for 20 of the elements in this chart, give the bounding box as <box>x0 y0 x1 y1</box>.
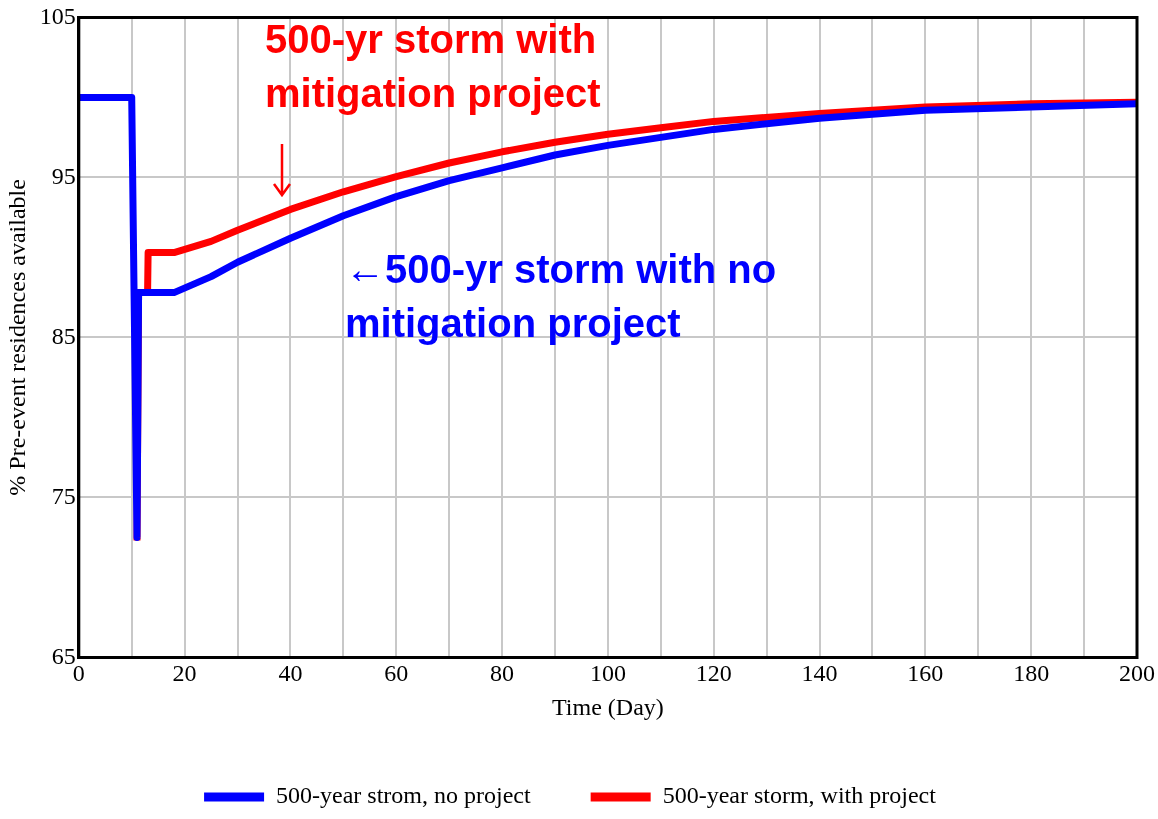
x-axis-title: Time (Day) <box>552 693 664 720</box>
y-tick-label: 85 <box>51 322 76 349</box>
x-tick-label: 80 <box>490 660 515 687</box>
y-tick-label: 75 <box>51 482 76 509</box>
legend-label: 500-year strom, no project <box>276 782 531 809</box>
y-tick-label: 105 <box>39 2 76 29</box>
x-tick-label: 100 <box>589 660 626 687</box>
y-axis-title: % Pre-event residences available <box>3 179 30 496</box>
x-tick-label: 40 <box>278 660 303 687</box>
annotation: ←500-yr storm with no mitigation project <box>345 246 778 347</box>
x-tick-label: 200 <box>1119 660 1155 687</box>
y-tick-label: 95 <box>51 162 76 189</box>
x-tick-label: 120 <box>695 660 732 687</box>
x-tick-label: 140 <box>801 660 838 687</box>
x-tick-label: 60 <box>384 660 409 687</box>
x-tick-label: 20 <box>172 660 197 687</box>
x-tick-label: 180 <box>1013 660 1050 687</box>
x-tick-label: 160 <box>907 660 944 687</box>
legend-label: 500-year storm, with project <box>662 782 937 809</box>
annotation: 500-yr storm with mitigation project <box>265 16 602 117</box>
